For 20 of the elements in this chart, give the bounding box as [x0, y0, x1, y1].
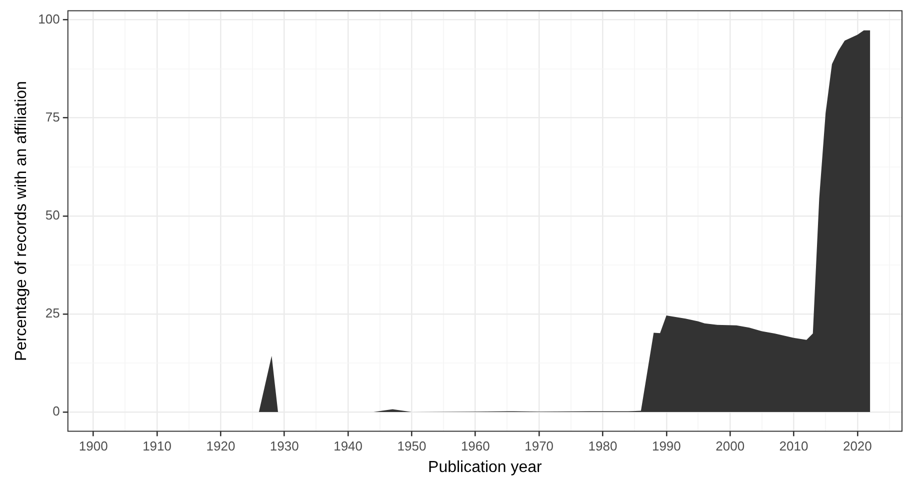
- y-tick-label: 100: [38, 11, 60, 26]
- x-tick-label: 1910: [142, 438, 172, 454]
- x-tick-label: 1920: [206, 438, 236, 454]
- x-tick-label: 1950: [397, 438, 426, 454]
- y-tick-label: 25: [45, 306, 60, 321]
- y-tick-label: 50: [45, 207, 60, 222]
- y-axis-title: Percentage of records with an affiliation: [13, 81, 30, 361]
- y-tick-label: 0: [52, 404, 60, 419]
- x-tick-label: 2000: [716, 438, 745, 454]
- x-tick-label: 1980: [588, 438, 618, 454]
- x-tick-label: 1900: [78, 438, 108, 454]
- x-tick-label: 2010: [779, 438, 808, 454]
- x-tick-label: 1930: [270, 438, 299, 454]
- x-tick-label: 1970: [524, 438, 554, 454]
- x-axis-title: Publication year: [428, 458, 543, 476]
- x-tick-label: 1990: [652, 438, 681, 454]
- x-tick-label: 1940: [334, 438, 363, 454]
- y-tick-label: 75: [45, 109, 60, 124]
- x-tick-label: 2020: [842, 438, 872, 454]
- x-tick-label: 1960: [460, 438, 490, 454]
